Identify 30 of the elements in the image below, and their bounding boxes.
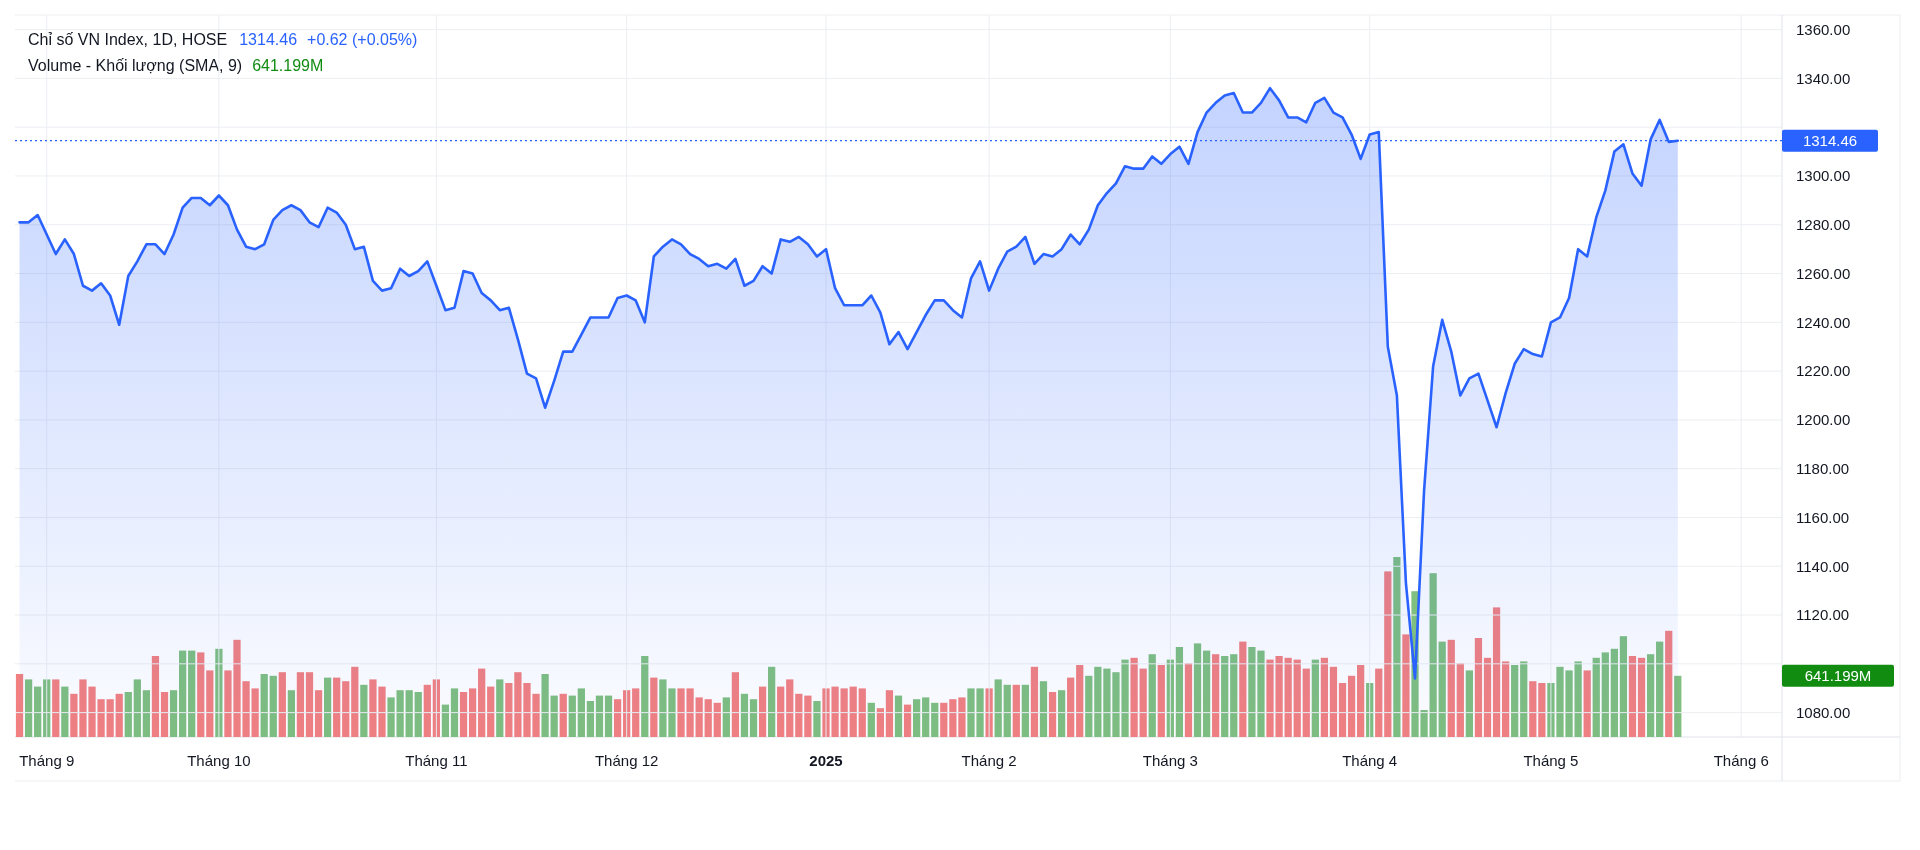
chart-title: Volume - Khối lượng (SMA, 9) — [28, 57, 243, 74]
y-tick-label: 1280.00 — [1796, 216, 1851, 234]
y-tick-label: 1080.00 — [1796, 703, 1851, 721]
y-tick-label: 1360.00 — [1796, 20, 1851, 38]
text: Chỉ số VN Index, 1D, HOSE — [28, 31, 228, 48]
x-tick-label: Tháng 5 — [1523, 752, 1579, 770]
y-tick-label: 1180.00 — [1796, 459, 1850, 477]
y-tick-label: 1120.00 — [1796, 606, 1850, 624]
y-tick-label: 1240.00 — [1796, 313, 1851, 331]
x-tick-label: Tháng 11 — [405, 752, 468, 770]
y-tick-label: 1220.00 — [1796, 362, 1851, 380]
x-tick-label: Tháng 2 — [961, 752, 1017, 770]
annotation: 641.199M — [252, 57, 324, 74]
x-tick-label: Tháng 6 — [1713, 752, 1769, 770]
annotation: 1314.46 — [239, 31, 298, 48]
y-tick-label: 1300.00 — [1796, 167, 1851, 185]
x-tick-label: Tháng 10 — [187, 752, 251, 770]
x-tick-label: Tháng 3 — [1142, 752, 1198, 770]
x-tick-label: 2025 — [809, 752, 843, 770]
y-tick-label: 1200.00 — [1796, 411, 1851, 429]
y-tick-label: 1260.00 — [1796, 264, 1851, 282]
x-tick-label: Tháng 9 — [19, 752, 75, 770]
text: 641.199M — [1804, 667, 1872, 685]
y-tick-label: 1140.00 — [1796, 557, 1850, 575]
x-tick-label: Tháng 12 — [594, 752, 659, 770]
y-tick-label: 1340.00 — [1796, 69, 1851, 87]
ref-line-label: 1314.46 — [1802, 131, 1858, 149]
x-tick-label: Tháng 4 — [1342, 752, 1398, 770]
y-tick-label: 1160.00 — [1796, 508, 1850, 526]
annotation: +0.62 (+0.05%) — [307, 31, 418, 48]
